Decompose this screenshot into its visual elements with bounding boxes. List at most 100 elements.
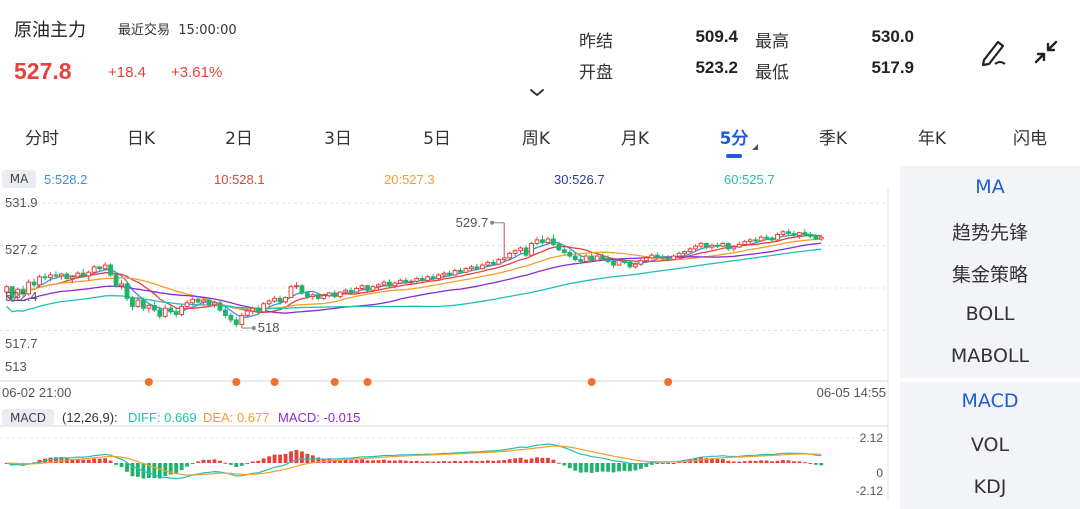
candle-body (671, 255, 677, 261)
candle (660, 254, 666, 261)
macd-bar (737, 461, 742, 463)
candle-body (37, 276, 42, 286)
candle (288, 284, 294, 299)
macd-bar (354, 460, 359, 463)
candle (452, 268, 458, 276)
candle-body (173, 311, 179, 316)
candle (567, 249, 573, 258)
indicator-trend-pioneer[interactable]: 趋势先锋 (951, 222, 1028, 244)
macd-bar (409, 461, 414, 463)
collapse-icon[interactable] (1030, 36, 1062, 68)
candle (720, 241, 726, 248)
candle (589, 253, 595, 263)
signal-dot (144, 378, 153, 386)
indicator-maboll[interactable]: MABOLL (950, 345, 1030, 367)
macd-tag[interactable]: MACD (2, 409, 54, 427)
macd-bar (677, 461, 682, 463)
candle-body (436, 274, 442, 280)
macd-bar (420, 461, 425, 463)
candle-body (441, 272, 447, 276)
candle-body (474, 266, 480, 270)
candle (468, 265, 474, 272)
candle-body (244, 310, 250, 316)
candle-body (310, 294, 316, 298)
macd-params: (12,26,9): (62, 410, 118, 425)
tab-season-k[interactable]: 季K (818, 129, 848, 149)
candle (157, 306, 163, 320)
indicator-boll[interactable]: BOLL (965, 303, 1015, 325)
candle-body (299, 285, 305, 294)
tab-day-k[interactable]: 日K (126, 129, 156, 149)
tab-more-corner-icon[interactable] (752, 144, 758, 150)
candle (354, 286, 360, 294)
macd-bar (720, 459, 725, 463)
macd-bar (540, 457, 545, 463)
macd-bar (146, 463, 151, 479)
macd-bar (595, 463, 600, 472)
candle (53, 271, 59, 279)
tab-3day[interactable]: 3日 (324, 129, 352, 149)
tab-month-k[interactable]: 月K (620, 129, 650, 149)
candle-body (157, 309, 163, 317)
macd-bar (518, 457, 523, 463)
candle (807, 231, 813, 239)
tab-fenshi[interactable]: 分时 (25, 129, 59, 149)
chevron-down-icon[interactable] (529, 88, 545, 98)
pen-draw-icon[interactable] (978, 36, 1010, 68)
candle (31, 278, 37, 288)
tab-2day[interactable]: 2日 (225, 129, 253, 149)
candle (414, 276, 420, 284)
candle-body (458, 269, 463, 273)
indicator-vol[interactable]: VOL (970, 434, 1010, 456)
macd-bar (212, 459, 217, 463)
kline-chart[interactable]: 531.9 527.2 522.4 517.7 513 06-02 21:00 06-05 … (0, 160, 900, 509)
candle-body (605, 258, 611, 262)
candle (212, 301, 217, 308)
candle-body (348, 289, 354, 293)
macd-bar (75, 458, 80, 463)
indicator-macd[interactable]: MACD (961, 390, 1019, 412)
macd-bar (611, 463, 616, 473)
macd-bar (332, 460, 337, 463)
macd-bar (239, 463, 244, 466)
macd-bar (108, 460, 113, 463)
candle-body (283, 296, 288, 303)
macd-bar (59, 457, 64, 463)
candle-body (168, 307, 174, 313)
candle-body (796, 232, 802, 236)
candle-body (479, 264, 485, 270)
tab-5day[interactable]: 5日 (423, 129, 451, 149)
candle-body (693, 245, 698, 250)
macd-bar (753, 460, 758, 463)
candle (736, 241, 742, 248)
tab-flash[interactable]: 闪电 (1013, 129, 1047, 149)
candle-body (370, 286, 376, 291)
candle (119, 280, 124, 290)
candle-body (518, 247, 524, 252)
macd-bar (655, 463, 660, 464)
macd-bar (223, 462, 228, 464)
indicator-gold-strategy[interactable]: 集金策略 (951, 264, 1028, 286)
candle (802, 229, 808, 237)
indicator-ma[interactable]: MA (975, 176, 1005, 198)
candle (479, 263, 485, 270)
active-tab-indicator (726, 154, 742, 158)
tab-week-k[interactable]: 周K (521, 129, 551, 149)
macd-bar (589, 463, 594, 473)
candle-body (704, 242, 709, 248)
last-trade-time: 15:00:00 (178, 23, 237, 38)
tab-year-k[interactable]: 年K (917, 129, 947, 149)
macd-bar (562, 463, 567, 466)
indicator-kdj[interactable]: KDJ (973, 476, 1007, 498)
candle-body (561, 249, 567, 253)
candle-body (343, 289, 349, 293)
candle (124, 283, 130, 302)
candle (638, 258, 644, 266)
ma-tag[interactable]: MA (2, 170, 36, 188)
candle-body (654, 254, 660, 258)
candle (704, 242, 709, 249)
tab-5min[interactable]: 5分 (719, 129, 749, 149)
candle-body (485, 261, 491, 266)
macd-bar (365, 460, 370, 463)
macd-bar (234, 463, 239, 467)
